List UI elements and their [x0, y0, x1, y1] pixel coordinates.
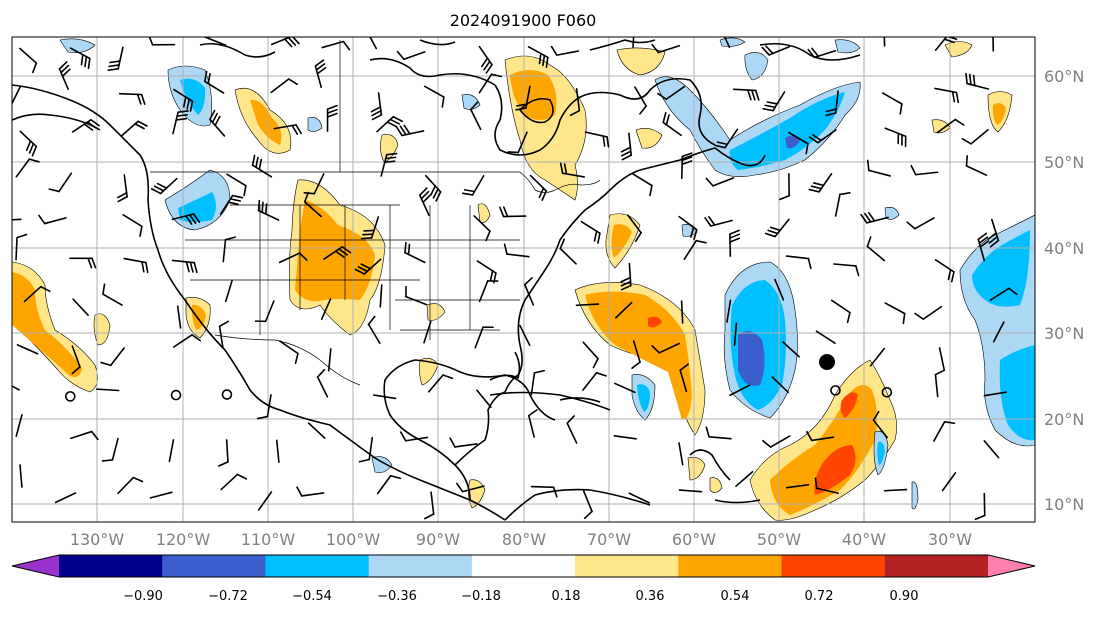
longitude-labels: 130°W 120°W 110°W 100°W 90°W 80°W 70°W 6… — [70, 530, 972, 549]
colorbar-extend-max — [988, 555, 1035, 577]
location-marker — [819, 354, 835, 370]
lat-label: 50°N — [1044, 153, 1084, 172]
colorbar-segment — [678, 555, 782, 577]
lon-label: 40°W — [842, 530, 886, 549]
colorbar-tick-label: −0.36 — [377, 589, 417, 604]
colorbar-tick-label: −0.54 — [292, 589, 332, 604]
colorbar-tick-label: 0.90 — [890, 589, 919, 604]
lon-label: 90°W — [416, 530, 460, 549]
colorbar — [12, 555, 1035, 577]
colorbar-tick-label: 0.36 — [636, 589, 665, 604]
lat-label: 60°N — [1044, 67, 1084, 86]
lon-label: 120°W — [156, 530, 211, 549]
lon-label: 50°W — [757, 530, 801, 549]
lon-label: 70°W — [587, 530, 631, 549]
lat-label: 40°N — [1044, 239, 1084, 258]
colorbar-segment — [575, 555, 679, 577]
colorbar-tick-labels: −0.90 −0.72 −0.54 −0.36 −0.18 0.18 0.36 … — [123, 589, 918, 604]
lat-label: 10°N — [1044, 495, 1084, 514]
wind-barb — [682, 301, 683, 323]
colorbar-tick-label: 0.54 — [721, 589, 750, 604]
lat-label: 20°N — [1044, 410, 1084, 429]
colorbar-segment — [782, 555, 886, 577]
colorbar-tick-label: −0.90 — [123, 589, 163, 604]
colorbar-segment — [59, 555, 163, 577]
colorbar-tick-label: −0.72 — [208, 589, 248, 604]
latitude-labels: 60°N 50°N 40°N 30°N 20°N 10°N — [1044, 67, 1084, 514]
colorbar-extend-min — [12, 555, 59, 577]
colorbar-segment — [162, 555, 266, 577]
lat-label: 30°N — [1044, 324, 1084, 343]
colorbar-segment — [885, 555, 989, 577]
lon-label: 130°W — [70, 530, 125, 549]
lon-label: 30°W — [928, 530, 972, 549]
map-title: 2024091900 F060 — [450, 11, 597, 30]
map-area — [0, 20, 1035, 522]
colorbar-tick-label: 0.72 — [805, 589, 834, 604]
colorbar-segment — [472, 555, 576, 577]
colorbar-segment — [265, 555, 369, 577]
colorbar-tick-label: 0.18 — [552, 589, 581, 604]
colorbar-segment — [369, 555, 473, 577]
colorbar-tick-label: −0.18 — [461, 589, 501, 604]
lon-label: 60°W — [672, 530, 716, 549]
lon-label: 100°W — [326, 530, 381, 549]
lon-label: 110°W — [241, 530, 296, 549]
lon-label: 80°W — [502, 530, 546, 549]
